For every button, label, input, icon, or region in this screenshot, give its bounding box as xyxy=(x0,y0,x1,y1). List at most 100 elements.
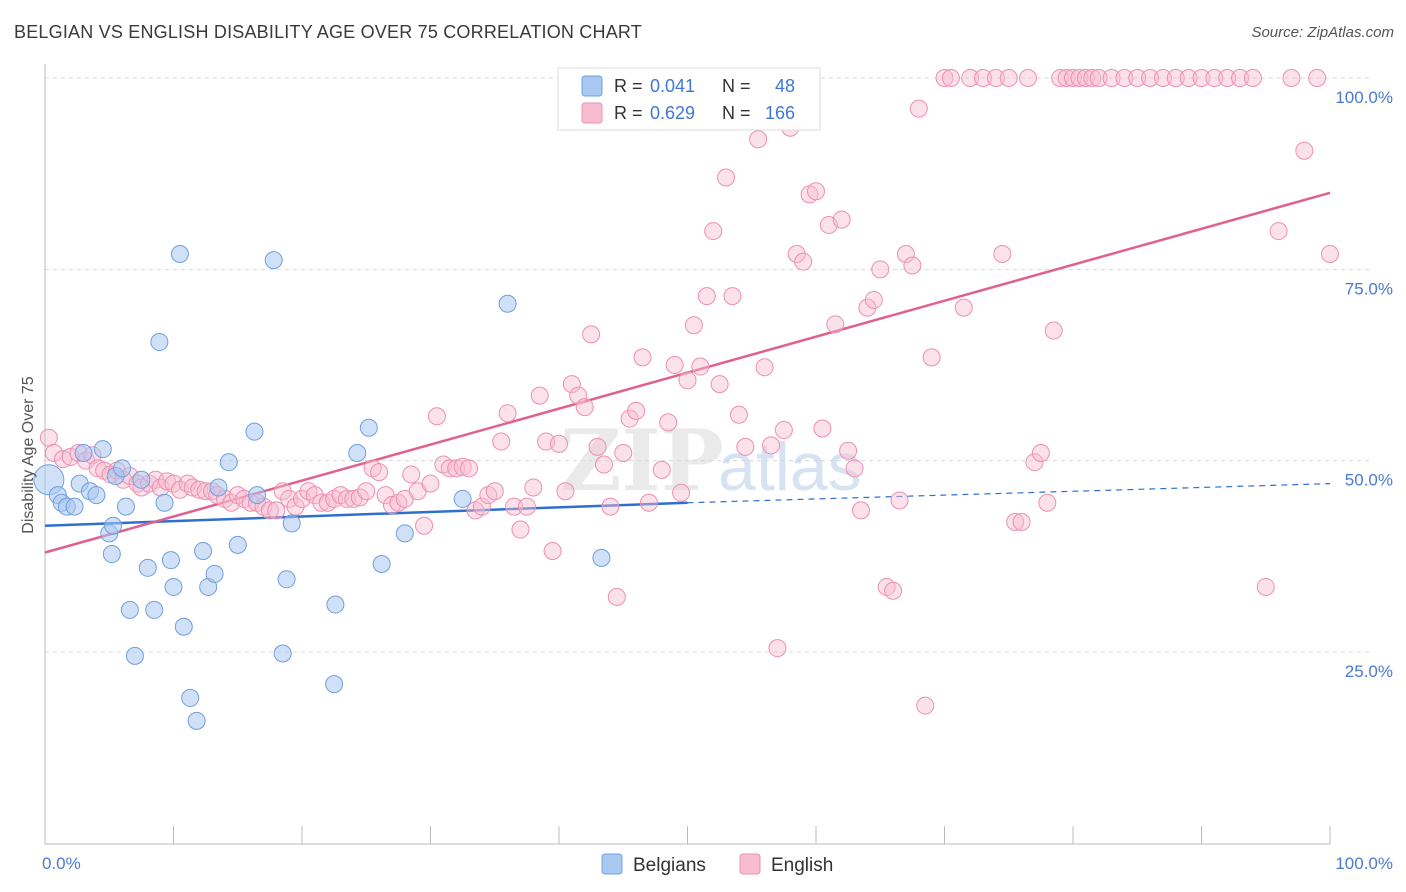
english-point xyxy=(1102,69,1121,87)
english-point xyxy=(627,401,646,420)
y-axis-label: Disability Age Over 75 xyxy=(20,376,37,534)
english-point xyxy=(1089,69,1108,87)
belgian-point xyxy=(273,644,292,663)
english-point xyxy=(909,99,928,118)
english-point xyxy=(1282,69,1301,87)
english-point xyxy=(421,474,440,493)
y-tick-label: 75.0% xyxy=(1345,279,1393,298)
english-point xyxy=(884,581,903,600)
english-point xyxy=(562,375,581,394)
english-point xyxy=(357,482,376,501)
english-point xyxy=(1128,69,1147,87)
english-point xyxy=(44,444,63,463)
data-points xyxy=(33,69,1339,730)
english-point xyxy=(941,69,960,87)
english-point xyxy=(1308,69,1327,87)
english-point xyxy=(447,459,466,478)
bottom-legend-swatch-english[interactable] xyxy=(739,853,761,875)
legend-swatch-english xyxy=(581,102,603,124)
belgian-point xyxy=(592,548,611,567)
english-point xyxy=(839,441,858,460)
english-point xyxy=(1269,222,1288,241)
english-point xyxy=(260,501,279,520)
belgian-point xyxy=(116,497,135,516)
english-point xyxy=(1019,69,1038,87)
y-tick-label: 100.0% xyxy=(1335,88,1393,107)
belgian-point xyxy=(205,564,224,583)
legend-r-label: R = xyxy=(614,76,643,96)
english-point xyxy=(1243,69,1262,87)
english-point xyxy=(787,245,806,264)
english-point xyxy=(1083,69,1102,87)
legend-n-label: N = xyxy=(722,76,751,96)
english-point xyxy=(286,497,305,516)
english-point xyxy=(1076,69,1095,87)
belgian-point xyxy=(87,486,106,505)
legend-n-value: 166 xyxy=(765,103,795,123)
english-point xyxy=(768,639,787,658)
english-point xyxy=(575,398,594,417)
belgian-point xyxy=(113,459,132,478)
english-point xyxy=(556,482,575,501)
english-point xyxy=(267,501,286,520)
english-point xyxy=(620,409,639,428)
belgian-point xyxy=(395,524,414,543)
english-point xyxy=(1064,69,1082,87)
belgian-point xyxy=(209,478,228,497)
english-point xyxy=(659,413,678,432)
english-point xyxy=(684,316,703,335)
belgian-point xyxy=(282,514,301,533)
belgian-point xyxy=(74,444,93,463)
english-point xyxy=(460,459,479,478)
english-point xyxy=(582,325,601,344)
english-point xyxy=(440,459,459,478)
top-legend: R = 0.041 N = 48 R = 0.629 N = 166 xyxy=(557,67,821,131)
belgian-point xyxy=(359,418,378,437)
english-point xyxy=(749,130,768,149)
english-point xyxy=(999,69,1018,87)
english-point xyxy=(550,434,568,453)
belgian-point xyxy=(453,489,472,508)
english-point xyxy=(492,432,511,451)
english-point xyxy=(813,419,832,438)
english-point xyxy=(1166,69,1185,87)
belgian-point xyxy=(277,570,296,589)
english-point xyxy=(1218,69,1237,87)
bottom-legend[interactable]: Belgians English xyxy=(601,853,833,876)
english-point xyxy=(530,386,549,405)
english-point xyxy=(1038,493,1057,512)
belgian-point xyxy=(132,470,151,489)
bottom-legend-swatch-belgians[interactable] xyxy=(601,853,623,875)
y-tick-label: 25.0% xyxy=(1345,662,1393,681)
english-point xyxy=(717,168,736,187)
belgian-point xyxy=(187,711,206,730)
belgian-point xyxy=(145,600,164,619)
english-point xyxy=(402,465,421,484)
belgian-point xyxy=(326,595,345,614)
english-point xyxy=(453,457,472,476)
english-point xyxy=(370,463,389,482)
english-point xyxy=(993,245,1012,264)
belgian-point xyxy=(325,675,344,694)
english-point xyxy=(511,520,530,539)
english-point xyxy=(601,497,620,516)
bottom-legend-label-belgians[interactable]: Belgians xyxy=(633,855,706,876)
belgian-point xyxy=(93,440,112,459)
english-point xyxy=(974,69,993,87)
english-point xyxy=(505,497,524,516)
belgian-point xyxy=(138,558,157,577)
english-point xyxy=(1179,69,1198,87)
tick-labels: 25.0% 50.0% 75.0% 100.0% 0.0% 100.0% xyxy=(42,88,1393,873)
english-point xyxy=(890,491,909,510)
belgian-point xyxy=(228,535,247,554)
belgian-point xyxy=(170,245,189,264)
english-point xyxy=(665,356,684,374)
english-point xyxy=(39,428,58,447)
english-point xyxy=(1205,69,1224,87)
bottom-legend-label-english[interactable]: English xyxy=(771,855,833,876)
english-point xyxy=(903,256,922,275)
english-point xyxy=(1025,453,1044,472)
english-point xyxy=(639,493,658,512)
